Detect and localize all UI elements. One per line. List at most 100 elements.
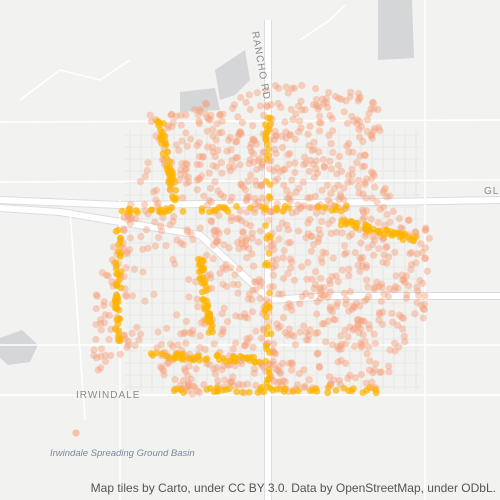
incident-dot xyxy=(338,229,346,237)
incident-dot xyxy=(285,359,293,367)
incident-dot xyxy=(316,127,324,135)
incident-dot xyxy=(312,101,320,109)
incident-dot xyxy=(254,198,262,206)
incident-dot xyxy=(263,86,271,94)
incident-dot xyxy=(287,238,295,247)
incident-dot xyxy=(193,176,201,184)
incident-dot xyxy=(272,365,280,373)
incident-dot xyxy=(152,349,160,357)
incident-dot xyxy=(218,310,226,318)
incident-dot xyxy=(370,330,378,338)
incident-dot xyxy=(207,217,215,225)
incident-dot xyxy=(324,384,332,391)
incident-dot xyxy=(304,194,312,202)
attribution: Map tiles by Carto, under CC BY 3.0. Dat… xyxy=(91,481,496,495)
incident-dot xyxy=(195,388,203,397)
incident-dot xyxy=(262,222,269,230)
incident-dot xyxy=(326,288,334,296)
incident-dot xyxy=(271,127,279,136)
incident-dot xyxy=(326,157,334,165)
incident-dot xyxy=(177,166,185,174)
incident-dot xyxy=(365,223,372,230)
incident-dot xyxy=(304,258,312,267)
incident-dot xyxy=(257,278,265,286)
incident-dot xyxy=(300,322,308,330)
incident-dot xyxy=(327,140,335,148)
incident-dot xyxy=(267,101,275,109)
incident-dot xyxy=(228,156,236,164)
incident-dot xyxy=(407,261,416,269)
incident-dot xyxy=(403,291,411,299)
incident-dot xyxy=(257,163,265,171)
incident-dot xyxy=(284,151,292,159)
incident-dot xyxy=(276,378,284,386)
incident-dot xyxy=(183,142,191,150)
incident-dot xyxy=(130,265,139,273)
incident-dot xyxy=(365,357,374,365)
incident-dot xyxy=(218,128,226,136)
incident-dot xyxy=(370,105,378,113)
incident-dot xyxy=(154,199,162,207)
incident-dot xyxy=(229,280,237,288)
incident-dot xyxy=(364,283,372,291)
incident-dot xyxy=(220,304,228,312)
incident-dot xyxy=(227,264,235,272)
incident-dot xyxy=(363,116,371,124)
water-body xyxy=(180,88,220,112)
incident-dot xyxy=(307,232,315,240)
incident-dot xyxy=(203,201,211,209)
incident-dot xyxy=(97,364,105,372)
incident-dot xyxy=(303,275,311,283)
incident-dot xyxy=(262,178,270,185)
incident-dot xyxy=(93,354,101,362)
incident-dot xyxy=(306,194,314,202)
incident-dot xyxy=(241,186,249,194)
incident-dot xyxy=(344,374,352,382)
incident-dot xyxy=(267,208,275,216)
incident-dot xyxy=(146,111,154,119)
incident-dot xyxy=(405,282,413,290)
incident-dot xyxy=(276,385,284,393)
incident-dot xyxy=(333,343,341,351)
incident-dot xyxy=(295,387,302,395)
incident-dot xyxy=(141,200,149,209)
incident-dot xyxy=(273,320,281,328)
incident-dot xyxy=(169,118,177,127)
incident-dot xyxy=(300,202,308,210)
incident-dot xyxy=(141,207,149,215)
incident-dot xyxy=(321,291,329,299)
incident-dot xyxy=(228,193,236,201)
incident-dot xyxy=(282,134,290,142)
incident-dot xyxy=(233,388,241,396)
incident-dot xyxy=(312,165,320,173)
incident-dot xyxy=(127,215,135,223)
incident-dot xyxy=(369,169,377,177)
incident-dot xyxy=(365,325,373,333)
incident-dot xyxy=(201,110,209,118)
incident-dot xyxy=(306,156,315,164)
incident-dot xyxy=(316,289,325,298)
incident-dot xyxy=(304,219,312,227)
incident-dot xyxy=(235,130,243,138)
incident-dot xyxy=(113,305,121,313)
incident-dot xyxy=(315,362,323,371)
incident-dot xyxy=(101,311,109,319)
incident-dot xyxy=(97,326,105,334)
incident-dot xyxy=(192,365,200,373)
incident-dot xyxy=(223,318,232,326)
incident-dot xyxy=(147,117,156,126)
incident-dot xyxy=(194,387,202,395)
incident-dot xyxy=(305,167,313,175)
incident-dot xyxy=(210,365,218,373)
incident-dot xyxy=(97,345,105,353)
incident-dot xyxy=(285,204,293,212)
incident-dot xyxy=(405,216,413,224)
incident-dot xyxy=(315,225,323,234)
incident-dot xyxy=(242,98,250,106)
incident-dot xyxy=(357,371,366,379)
incident-dot xyxy=(208,284,216,292)
incident-dot xyxy=(122,264,130,272)
incident-dot xyxy=(216,269,224,277)
incident-dot xyxy=(385,368,393,376)
incident-dot xyxy=(275,363,283,371)
